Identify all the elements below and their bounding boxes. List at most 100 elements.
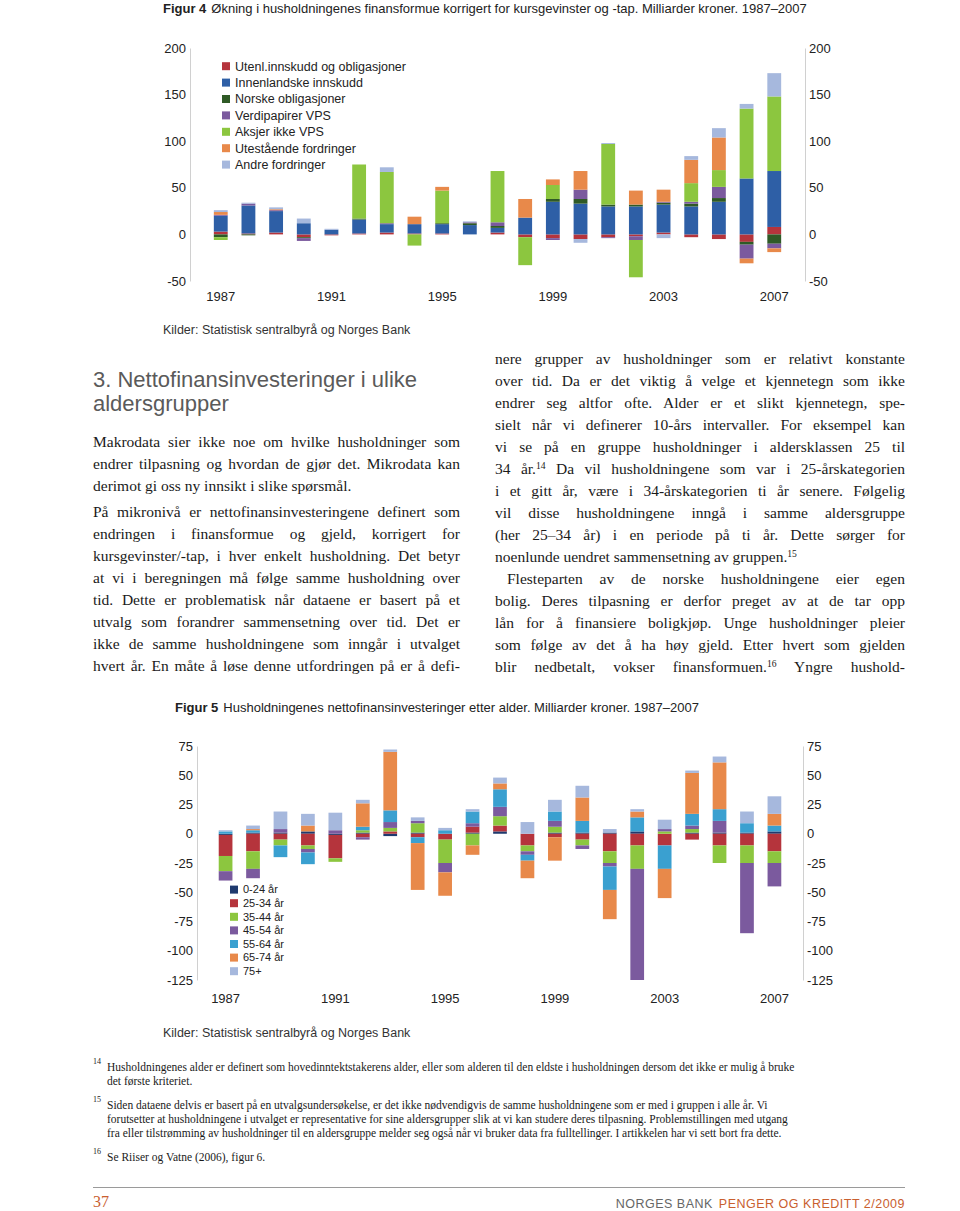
text-run: tid. Dette er problematisk når dataene e… bbox=[93, 591, 460, 608]
legend-item: Innenlandske innskudd bbox=[222, 76, 363, 90]
bar-segment bbox=[466, 827, 480, 833]
bar-segment bbox=[740, 834, 754, 846]
bar-segment bbox=[768, 814, 782, 826]
bar-segment bbox=[274, 833, 288, 834]
bar-segment bbox=[297, 219, 311, 224]
bar-segment bbox=[328, 833, 342, 834]
bar-segment bbox=[518, 237, 532, 265]
bar-segment bbox=[408, 234, 422, 245]
bar-segment bbox=[601, 206, 615, 234]
bar-segment bbox=[574, 171, 588, 190]
text-run: Flesteparten av de norske husholdningene… bbox=[507, 570, 905, 587]
bar-segment bbox=[301, 845, 315, 849]
bar-segment bbox=[768, 863, 782, 886]
x-tick: 1999 bbox=[538, 281, 567, 304]
y-tick-label: 75 bbox=[807, 739, 821, 754]
bar-segment bbox=[246, 851, 260, 869]
bar-segment bbox=[438, 840, 452, 863]
bar-segment bbox=[328, 813, 342, 831]
bar-segment bbox=[630, 834, 644, 846]
bar-segment bbox=[242, 234, 256, 235]
bar-segment bbox=[658, 834, 672, 846]
bar-segment bbox=[767, 96, 781, 171]
text-line: vil disse husholdningene inngå i samme a… bbox=[495, 502, 905, 524]
bar-segment bbox=[713, 762, 727, 809]
y-tick-label: -50 bbox=[809, 274, 828, 289]
bar-segment bbox=[768, 796, 782, 814]
text-run: i et gitt år, være i 34-årskategorien ti… bbox=[495, 482, 905, 499]
x-tick-label: 1987 bbox=[206, 289, 235, 304]
text-run: lån for å finansiere boligkjøp. Unge hus… bbox=[495, 614, 905, 631]
bar-segment bbox=[685, 826, 699, 830]
legend-item: 25-34 år bbox=[230, 897, 284, 909]
text-line: over tid. Da er det viktig å velge et kj… bbox=[495, 370, 905, 392]
text-run: utvalg som forandrer sammensetning over … bbox=[93, 613, 460, 630]
bar-segment bbox=[767, 244, 781, 249]
bar-segment bbox=[603, 834, 617, 852]
text-run: (her 25–34 år) i en periode på ti år. De… bbox=[495, 526, 905, 543]
bar-segment bbox=[601, 234, 615, 237]
legend-label: 55-64 år bbox=[243, 938, 284, 950]
bar-segment bbox=[274, 840, 288, 846]
legend-swatch bbox=[222, 144, 230, 152]
y-tick: 100 bbox=[164, 134, 190, 149]
legend-label: 0-24 år bbox=[243, 883, 278, 895]
y-tick-label: -125 bbox=[807, 973, 833, 988]
bar-segment bbox=[684, 204, 698, 207]
series bbox=[214, 73, 781, 243]
bar-segment bbox=[356, 830, 370, 832]
bar-segment bbox=[328, 833, 342, 834]
bar-segment bbox=[713, 809, 727, 821]
text-run: over tid. Da er det viktig å velge et kj… bbox=[495, 372, 905, 389]
bar-segment bbox=[657, 203, 671, 205]
y-tick-label: -25 bbox=[807, 856, 826, 871]
legend-label: 25-34 år bbox=[243, 897, 284, 909]
bar-segment bbox=[269, 210, 283, 212]
bar-segment bbox=[684, 160, 698, 183]
chart: Figur 4Økning i husholdningenes finansfo… bbox=[163, 1, 831, 337]
bar-segment bbox=[574, 239, 588, 243]
text-run: kursgevinster/-tap, i hver enkelt hushol… bbox=[93, 547, 460, 564]
bar-segment bbox=[629, 205, 643, 207]
legend-item: Utestående fordringer bbox=[222, 142, 356, 156]
bar-segment bbox=[411, 843, 425, 890]
bar-segment bbox=[435, 234, 449, 235]
bar-segment bbox=[491, 222, 505, 226]
bar-segment bbox=[411, 821, 425, 823]
bar-segment bbox=[408, 224, 422, 233]
bar-segment bbox=[546, 234, 560, 235]
series bbox=[246, 752, 781, 919]
footnote-line: Se Riiser og Vatne (2006), figur 6. bbox=[107, 1150, 265, 1164]
bar-segment bbox=[380, 172, 394, 223]
bar-segment bbox=[575, 833, 589, 834]
bar-segment bbox=[242, 202, 256, 204]
bar-segment bbox=[740, 845, 754, 863]
y-tick-label: -50 bbox=[167, 274, 186, 289]
legend-swatch bbox=[222, 79, 230, 87]
y-tick: 50 bbox=[172, 180, 190, 195]
x-tick: 2007 bbox=[760, 281, 789, 304]
bar-segment bbox=[352, 165, 366, 219]
footnote-ref: 14 bbox=[536, 460, 546, 471]
bar-segment bbox=[630, 817, 644, 831]
footnote-number: 15 bbox=[93, 1095, 101, 1104]
y-tick: -125 bbox=[803, 973, 833, 988]
legend-swatch bbox=[230, 926, 238, 934]
bar-segment bbox=[601, 237, 615, 239]
bar-segment bbox=[548, 837, 562, 860]
bar-segment bbox=[246, 829, 260, 830]
bar-segment bbox=[685, 829, 699, 833]
text-line: tid. Dette er problematisk når dataene e… bbox=[93, 589, 460, 611]
bar-segment bbox=[546, 179, 560, 185]
bar-segment bbox=[466, 833, 480, 834]
text-line: blir nedbetalt, vokser finansformuen.16 … bbox=[495, 656, 905, 678]
bar-segment bbox=[380, 234, 394, 235]
bar-segment bbox=[712, 128, 726, 137]
bar-segment bbox=[274, 833, 288, 834]
bar-segment bbox=[493, 807, 507, 816]
y-tick-label: 50 bbox=[807, 768, 821, 783]
legend-label: Innenlandske innskudd bbox=[235, 76, 363, 90]
text-run: at vi i beregningen må følge samme husho… bbox=[93, 569, 460, 586]
bar-segment bbox=[767, 248, 781, 252]
legend-item: 45-54 år bbox=[230, 924, 284, 936]
